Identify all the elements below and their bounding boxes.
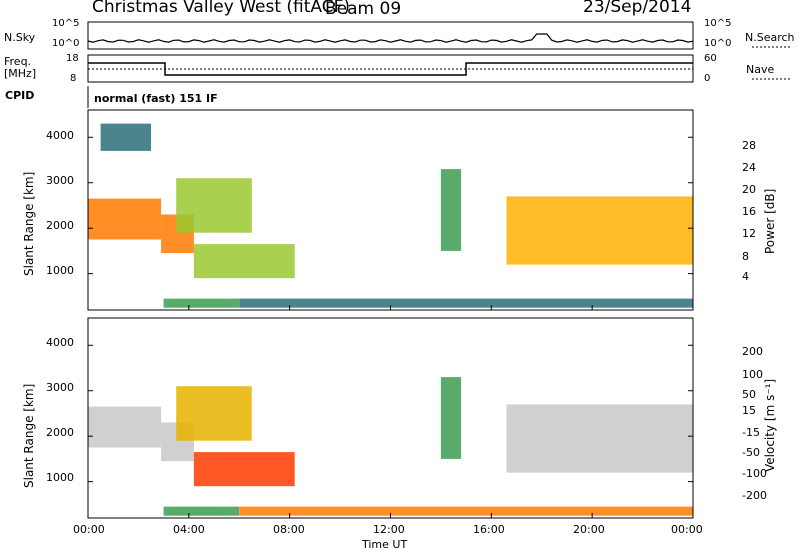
noise-sky-line	[87, 33, 694, 43]
power-tick-8: 8	[742, 250, 749, 263]
power-tick-28: 28	[742, 139, 756, 152]
velocity-tick-minus15: -15	[742, 426, 760, 439]
power-panel-frame	[87, 109, 694, 311]
nave-tick-low: 0	[704, 73, 711, 84]
power-tick-4: 4	[742, 270, 749, 283]
power-echo-region-3	[193, 244, 295, 279]
xtick-1: 04:00	[173, 523, 205, 536]
power-echo-region-4	[163, 298, 240, 308]
freq-strip-frame	[87, 54, 694, 83]
velocity-tick-minus200: -200	[742, 489, 767, 502]
velocity-echo-region-3	[193, 452, 295, 487]
velocity-echo-region-5	[440, 377, 462, 459]
xtick-0: 00:00	[73, 523, 105, 536]
velocity-tick-minus100: -100	[742, 467, 767, 480]
xtick-5: 20:00	[573, 523, 605, 536]
power-echo-region-0	[88, 198, 162, 240]
cpid-label: CPID	[5, 89, 35, 102]
power-ytick-1000: 1000	[46, 264, 74, 277]
cpid-value: normal (fast) 151 IF	[94, 92, 218, 105]
power-echo-region-6	[506, 196, 693, 265]
power-echo-region-5	[440, 169, 462, 251]
velocity-ytick-3000: 3000	[46, 381, 74, 394]
station-title: Christmas Valley West (fitACF)	[92, 0, 351, 17]
velocity-panel-frame	[87, 317, 694, 519]
velocity-ytick-4000: 4000	[46, 336, 74, 349]
power-echo-region-7	[100, 123, 151, 151]
date-label: 23/Sep/2014	[583, 0, 692, 17]
nsearch-label: N.Search	[745, 31, 795, 44]
power-tick-12: 12	[742, 227, 756, 240]
noise-strip-frame	[87, 21, 694, 50]
velocity-tick-100: 100	[742, 368, 763, 381]
velocity-echo-region-7	[239, 506, 694, 516]
velocity-tick-200: 200	[742, 345, 763, 358]
xtick-3: 12:00	[373, 523, 405, 536]
noise-tick-high-right: 10^5	[704, 18, 732, 29]
nave-label: Nave	[746, 63, 775, 76]
power-ytick-4000: 4000	[46, 129, 74, 142]
power-ytick-3000: 3000	[46, 174, 74, 187]
velocity-echo-region-6	[506, 404, 693, 473]
power-tick-20: 20	[742, 183, 756, 196]
power-panel	[87, 123, 694, 310]
freq-tick-low: 8	[70, 73, 77, 84]
xtick-2: 08:00	[273, 523, 305, 536]
velocity-echo-region-4	[163, 506, 240, 516]
xtick-6: 00:00	[671, 523, 703, 536]
velocity-ytick-1000: 1000	[46, 471, 74, 484]
beam-label: Beam 09	[325, 0, 402, 19]
nsky-label: N.Sky	[4, 31, 36, 44]
velocity-echo-region-0	[88, 406, 162, 448]
power-tick-16: 16	[742, 205, 756, 218]
noise-tick-low-right: 10^0	[704, 38, 732, 49]
velocity-echo-region-2	[176, 386, 252, 441]
velocity-tick-15: 15	[742, 404, 756, 417]
noise-tick-high: 10^5	[52, 18, 80, 29]
power-tick-24: 24	[742, 161, 756, 174]
freq-line	[88, 62, 693, 76]
freq-label-2: [MHz]	[4, 67, 37, 80]
velocity-panel	[87, 344, 694, 518]
velocity-tick-minus50: -50	[742, 446, 760, 459]
power-ytick-2000: 2000	[46, 219, 74, 232]
power-echo-region-8	[239, 298, 694, 308]
power-echo-region-2	[176, 178, 252, 233]
freq-label-1: Freq.	[4, 55, 32, 68]
xtick-4: 16:00	[473, 523, 505, 536]
freq-tick-high: 18	[66, 53, 79, 64]
velocity-tick-50: 50	[742, 388, 756, 401]
xlabel: Time UT	[362, 538, 408, 551]
velocity-ytick-2000: 2000	[46, 426, 74, 439]
nave-tick-high: 60	[704, 53, 717, 64]
noise-tick-low: 10^0	[52, 38, 80, 49]
